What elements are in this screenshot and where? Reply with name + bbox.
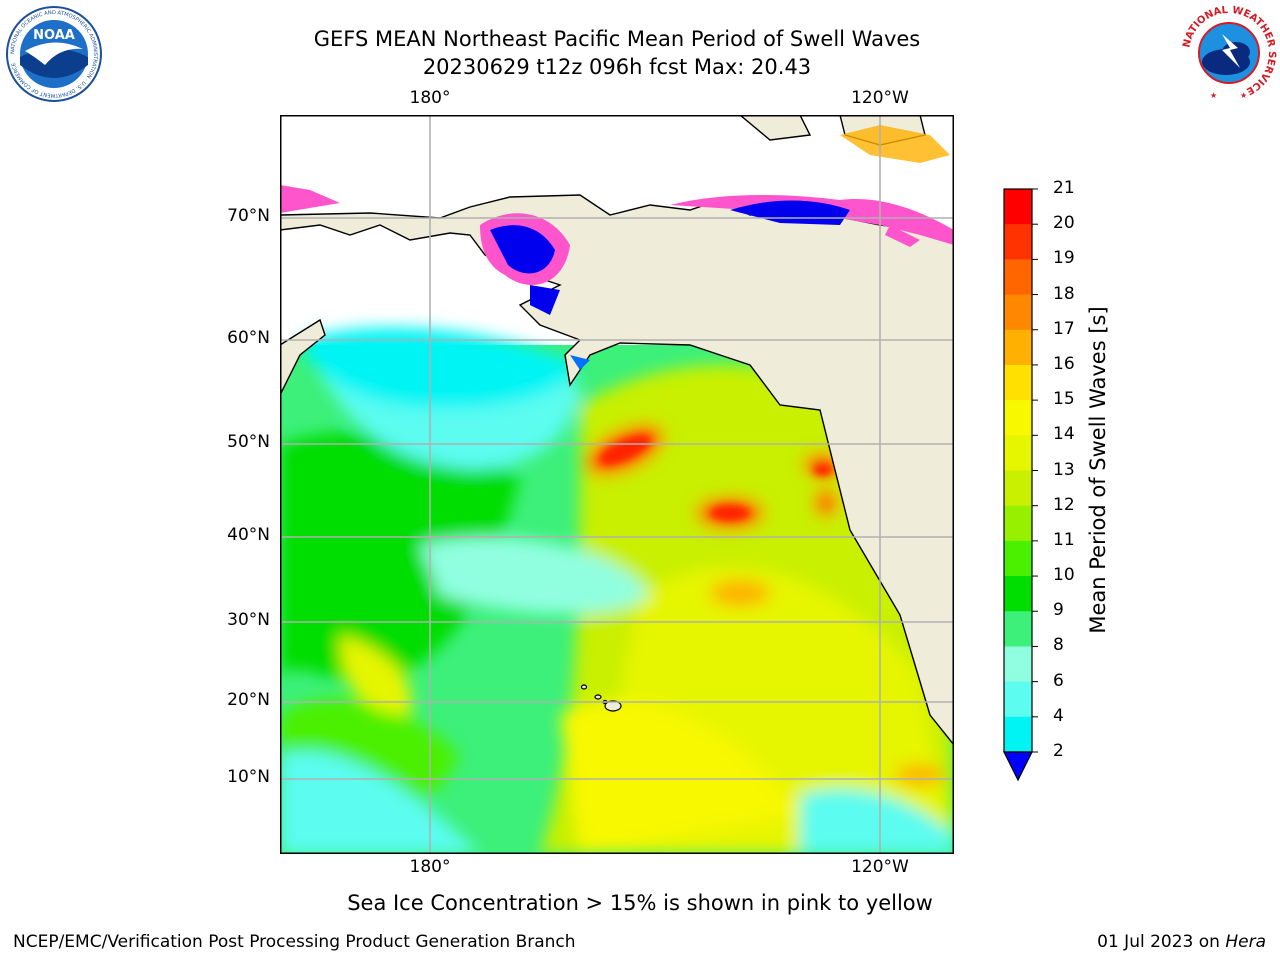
- nws-logo: NATIONAL WEATHER SERVICE ★ ★: [1181, 5, 1277, 100]
- colorbar-extend-arrow: [1003, 751, 1033, 782]
- footer-credit: NCEP/EMC/Verification Post Processing Pr…: [13, 932, 576, 952]
- colorbar-tick-label: 21: [1053, 178, 1075, 198]
- colorbar-segment: [1004, 259, 1032, 296]
- lat-label-60n: 60°N: [227, 328, 270, 348]
- colorbar-label: Mean Period of Swell Waves [s]: [1086, 306, 1110, 634]
- colorbar-tick-label: 20: [1053, 213, 1075, 234]
- colorbar-tick-label: 10: [1053, 565, 1075, 586]
- lon-label-top-120w: 120°W: [851, 88, 909, 108]
- colorbar: [1003, 188, 1038, 782]
- noaa-logo: NATIONAL OCEANIC AND ATMOSPHERIC ADMINIS…: [6, 6, 102, 102]
- swell-period-map: [280, 115, 954, 854]
- svg-text:★: ★: [1210, 91, 1217, 100]
- colorbar-segment: [1004, 540, 1032, 577]
- colorbar-tick-label: 4: [1053, 705, 1064, 726]
- colorbar-segment: [1004, 294, 1032, 331]
- colorbar-tick-label: 15: [1053, 389, 1075, 410]
- colorbar-segment: [1004, 435, 1032, 471]
- lat-label-70n: 70°N: [227, 206, 270, 226]
- footer-host: Hera: [1225, 932, 1266, 952]
- lon-label-bottom-180: 180°: [409, 857, 451, 877]
- lat-label-50n: 50°N: [227, 432, 270, 452]
- colorbar-segment: [1004, 364, 1032, 401]
- lon-label-top-180: 180°: [409, 88, 451, 108]
- footer-date: 01 Jul 2023 on Hera: [1097, 932, 1266, 952]
- colorbar-segment: [1004, 189, 1032, 225]
- colorbar-segment: [1004, 611, 1032, 647]
- colorbar-segment: [1004, 224, 1032, 260]
- sea-ice-note: Sea Ice Concentration > 15% is shown in …: [347, 891, 933, 915]
- lat-label-40n: 40°N: [227, 525, 270, 545]
- lat-label-20n: 20°N: [227, 690, 270, 710]
- colorbar-segment: [1004, 646, 1032, 683]
- colorbar-tick-label: 9: [1053, 600, 1064, 621]
- lon-label-bottom-120w: 120°W: [851, 857, 909, 877]
- graticule: [280, 115, 954, 854]
- colorbar-tick-label: 13: [1053, 459, 1075, 480]
- colorbar-segment: [1004, 681, 1032, 718]
- colorbar-tick-label: 14: [1053, 424, 1075, 445]
- map-subtitle: 20230629 t12z 096h fcst Max: 20.43: [422, 55, 812, 79]
- colorbar-tick-label: 11: [1053, 529, 1075, 550]
- colorbar-tick-label: 12: [1053, 494, 1075, 515]
- colorbar-tick-label: 6: [1053, 670, 1064, 691]
- footer-date-text: 01 Jul 2023 on: [1097, 932, 1226, 952]
- sea-ice-overlay: [280, 125, 954, 370]
- colorbar-tick-label: 2: [1053, 741, 1064, 761]
- colorbar-segment: [1004, 505, 1032, 542]
- colorbar-tick-label: 8: [1053, 635, 1064, 656]
- colorbar-segment: [1004, 716, 1032, 753]
- colorbar-tick-label: 19: [1053, 248, 1075, 269]
- svg-text:★: ★: [1240, 91, 1247, 100]
- colorbar-segment: [1004, 329, 1032, 366]
- colorbar-tick-label: 17: [1053, 318, 1075, 339]
- colorbar-tick-label: 18: [1053, 283, 1075, 304]
- map-title: GEFS MEAN Northeast Pacific Mean Period …: [313, 27, 921, 51]
- colorbar-tick-label: 16: [1053, 353, 1075, 374]
- colorbar-segment: [1004, 470, 1032, 507]
- lat-label-30n: 30°N: [227, 610, 270, 630]
- svg-text:NOAA: NOAA: [33, 28, 75, 43]
- colorbar-segment: [1004, 400, 1032, 436]
- colorbar-segment: [1004, 576, 1032, 612]
- lat-label-10n: 10°N: [227, 767, 270, 787]
